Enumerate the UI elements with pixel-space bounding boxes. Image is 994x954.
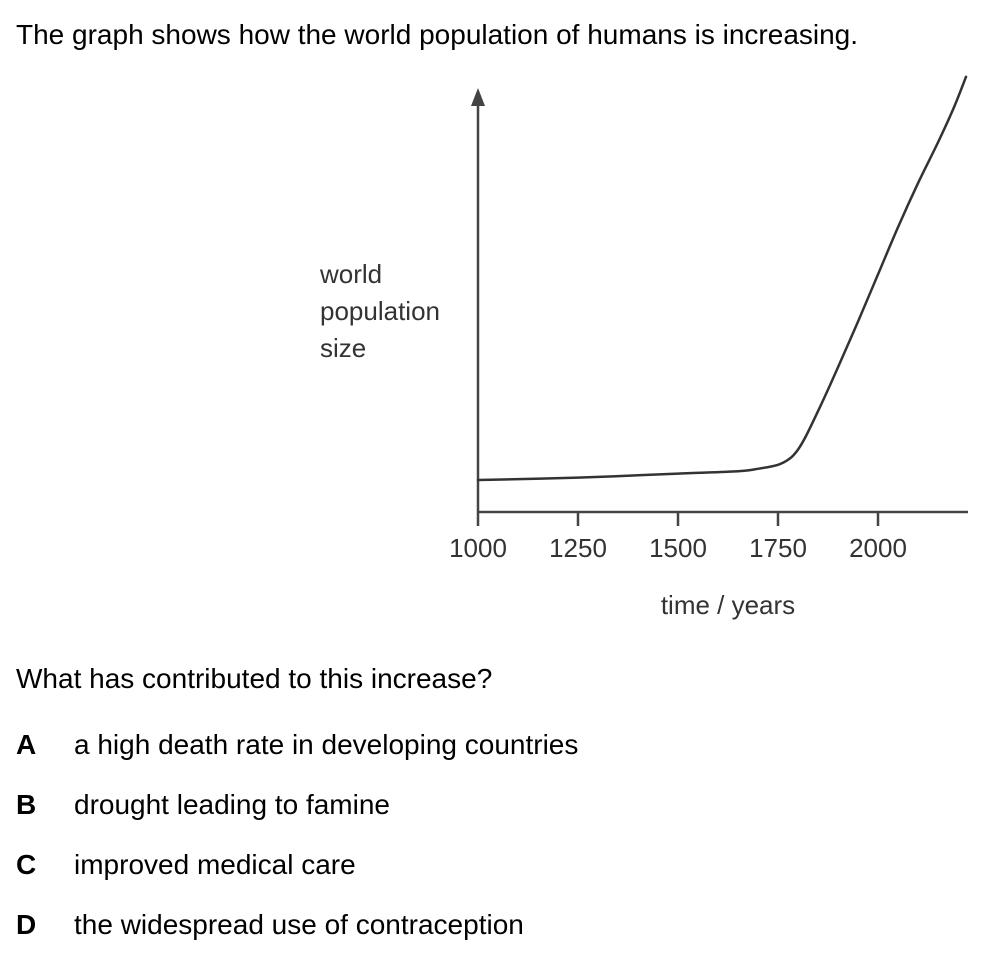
y-axis-label-line: population (320, 296, 440, 326)
option-text: a high death rate in developing countrie… (74, 729, 579, 760)
x-tick-label: 1000 (449, 533, 507, 563)
x-axis-label: time / years (661, 590, 795, 620)
x-tick-label: 2000 (849, 533, 907, 563)
question-intro: The graph shows how the world population… (16, 19, 859, 50)
option-letter: D (16, 909, 37, 940)
y-axis-label-line: world (319, 259, 382, 289)
option-letter: C (16, 849, 37, 880)
question-text: What has contributed to this increase? (16, 663, 493, 694)
y-axis-arrow (471, 88, 485, 106)
option-letter: B (16, 789, 37, 820)
x-tick-label: 1750 (749, 533, 807, 563)
x-tick-label: 1250 (549, 533, 607, 563)
population-graph: world population size 1000 1250 1500 1750 2000… (319, 75, 968, 620)
option-letter: A (16, 729, 37, 760)
option-text: the widespread use of contraception (74, 909, 524, 940)
x-tick-label: 1500 (649, 533, 707, 563)
y-axis-label-line: size (320, 333, 366, 363)
option-text: drought leading to famine (74, 789, 390, 820)
population-curve (476, 75, 968, 482)
option-text: improved medical care (74, 849, 356, 880)
x-ticks: 1000 1250 1500 1750 2000 (449, 512, 907, 563)
y-axis-label: world population size (319, 259, 440, 363)
